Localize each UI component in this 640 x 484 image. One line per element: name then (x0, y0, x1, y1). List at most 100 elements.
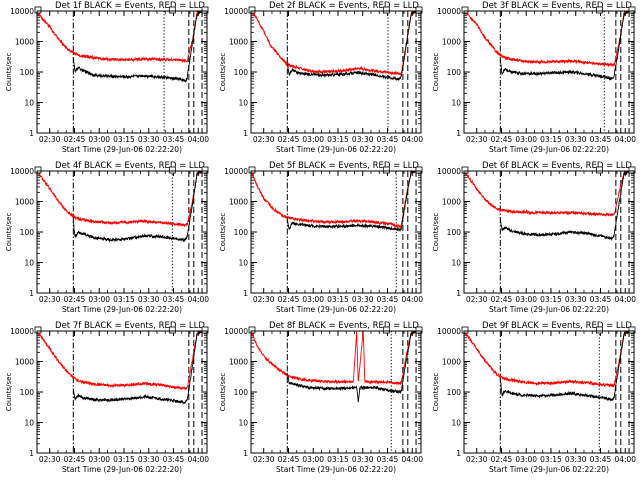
y-tick-label: 10000 (437, 7, 461, 16)
series-events (499, 331, 630, 402)
x-tick-label: 02:45 (278, 295, 300, 304)
y-axis-label: Counts/sec (5, 373, 13, 412)
x-tick-label: 04:00 (401, 295, 423, 304)
y-tick-label: 100 (447, 68, 462, 77)
series-events (499, 11, 630, 81)
x-tick-label: 04:00 (614, 135, 636, 144)
panel-4: Det 4f BLACK = Events, RED = LLD Counts/s… (5, 161, 209, 314)
y-tick-label: 1 (456, 129, 461, 138)
x-tick-label: 02:45 (278, 135, 300, 144)
x-tick-label: 03:00 (88, 135, 110, 144)
y-tick-label: 10 (24, 419, 34, 428)
plot-frame (463, 330, 635, 454)
x-tick-label: 03:30 (138, 455, 160, 464)
y-tick-label: 1 (456, 449, 461, 458)
y-tick-label: 10000 (224, 167, 248, 176)
corner-marker-mid (382, 166, 390, 174)
corner-marker-right (415, 326, 423, 334)
x-tick-label: 04:00 (187, 295, 209, 304)
x-tick-label: 02:30 (253, 295, 275, 304)
y-tick-label: 10 (24, 99, 34, 108)
corner-marker-mid (595, 326, 603, 334)
panel-2: Det 2f BLACK = Events, RED = LLD Counts/s… (219, 1, 423, 154)
x-tick-label: 03:45 (163, 295, 185, 304)
x-tick-label: 02:30 (39, 455, 61, 464)
x-tick-label: 04:00 (187, 455, 209, 464)
series-lld (464, 331, 630, 388)
series-lld (464, 11, 630, 68)
x-tick-label: 03:00 (88, 295, 110, 304)
chart-title: Det 4f BLACK = Events, RED = LLD (55, 161, 205, 171)
panel-6: Det 6f BLACK = Events, RED = LLD Counts/s… (432, 161, 636, 314)
corner-marker-left (248, 326, 256, 334)
panel-8: Det 8f BLACK = Events, RED = LLD Counts/s… (219, 321, 423, 474)
y-tick-label: 1000 (15, 358, 34, 367)
corner-marker-mid (168, 6, 176, 14)
x-tick-label: 02:45 (64, 455, 86, 464)
corner-marker-right (628, 326, 636, 334)
corner-marker-right (628, 6, 636, 14)
y-tick-label: 100 (234, 68, 249, 77)
x-tick-label: 04:00 (401, 455, 423, 464)
corner-marker-left (34, 6, 42, 14)
x-tick-label: 03:00 (515, 295, 537, 304)
x-axis-label: Start Time (29-Jun-06 02:22:20) (489, 305, 609, 314)
y-tick-label: 100 (20, 228, 35, 237)
x-axis-label: Start Time (29-Jun-06 02:22:20) (489, 465, 609, 474)
x-tick-label: 03:00 (302, 295, 324, 304)
x-tick-label: 03:15 (113, 295, 135, 304)
x-tick-label: 03:00 (302, 135, 324, 144)
y-tick-label: 100 (20, 68, 35, 77)
y-tick-label: 100 (447, 388, 462, 397)
x-axis-label: Start Time (29-Jun-06 02:22:20) (276, 465, 396, 474)
y-tick-label: 10 (451, 259, 461, 268)
plot-frame (36, 330, 208, 454)
corner-marker-right (415, 166, 423, 174)
y-tick-label: 100 (20, 388, 35, 397)
x-tick-label: 03:00 (302, 455, 324, 464)
y-axis-label: Counts/sec (219, 373, 227, 412)
series-lld (251, 11, 417, 76)
corner-marker-left (461, 326, 469, 334)
series-events (72, 331, 203, 405)
y-tick-label: 10 (24, 259, 34, 268)
x-tick-label: 02:30 (39, 135, 61, 144)
x-tick-label: 03:45 (377, 455, 399, 464)
series-events (286, 331, 417, 403)
series-lld (37, 11, 203, 64)
y-tick-label: 10 (451, 419, 461, 428)
plot-frame (463, 10, 635, 134)
chart-title: Det 6f BLACK = Events, RED = LLD (482, 161, 632, 171)
x-tick-label: 03:30 (565, 135, 587, 144)
y-tick-label: 1000 (442, 198, 461, 207)
x-axis-label: Start Time (29-Jun-06 02:22:20) (62, 305, 182, 314)
corner-marker-right (201, 326, 209, 334)
x-tick-label: 03:30 (138, 135, 160, 144)
x-axis-label: Start Time (29-Jun-06 02:22:20) (62, 145, 182, 154)
y-tick-label: 10000 (10, 167, 34, 176)
x-tick-label: 02:45 (491, 295, 513, 304)
x-tick-label: 02:45 (64, 135, 86, 144)
y-tick-label: 1000 (442, 358, 461, 367)
x-tick-label: 03:15 (540, 295, 562, 304)
plot-frame (463, 170, 635, 294)
y-tick-label: 100 (447, 228, 462, 237)
x-tick-label: 03:00 (88, 455, 110, 464)
y-tick-label: 1000 (229, 358, 248, 367)
x-tick-label: 03:45 (377, 135, 399, 144)
corner-marker-left (461, 166, 469, 174)
corner-marker-left (461, 6, 469, 14)
x-tick-label: 02:45 (278, 455, 300, 464)
x-tick-label: 02:30 (39, 295, 61, 304)
corner-marker-right (201, 166, 209, 174)
y-tick-label: 1000 (229, 38, 248, 47)
x-tick-label: 02:30 (253, 135, 275, 144)
x-tick-label: 03:00 (515, 455, 537, 464)
y-tick-label: 10000 (224, 327, 248, 336)
series-lld (251, 171, 416, 229)
y-axis-label: Counts/sec (432, 213, 440, 252)
x-axis-label: Start Time (29-Jun-06 02:22:20) (276, 145, 396, 154)
corner-marker-mid (595, 166, 603, 174)
x-tick-label: 03:15 (113, 135, 135, 144)
